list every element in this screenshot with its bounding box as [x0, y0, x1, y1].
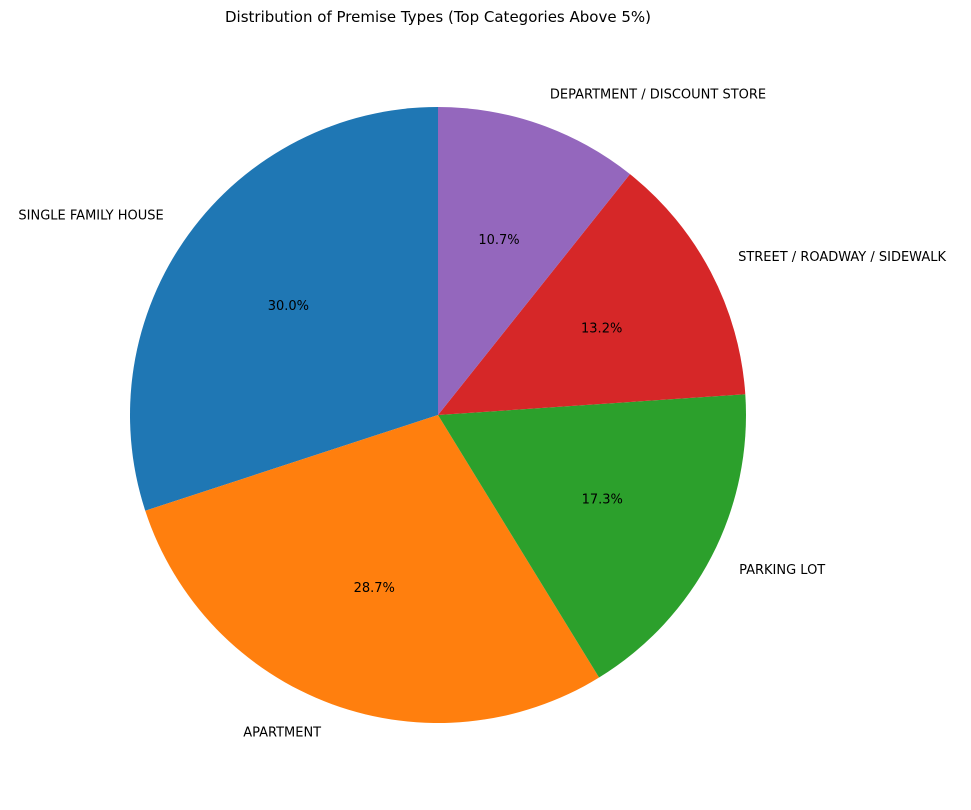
category-label-street-roadway-sidewalk: STREET / ROADWAY / SIDEWALK — [738, 250, 946, 265]
pct-label-apartment: 28.7% — [354, 581, 395, 596]
pct-label-single-family-house: 30.0% — [268, 299, 309, 314]
pie-slice-department-discount-store — [438, 107, 630, 415]
chart-title: Distribution of Premise Types (Top Categ… — [225, 8, 651, 26]
pie-slices — [129, 107, 746, 723]
pie-slice-street-roadway-sidewalk — [438, 174, 746, 415]
pct-label-parking-lot: 17.3% — [582, 492, 623, 507]
category-label-single-family-house: SINGLE FAMILY HOUSE — [18, 209, 163, 224]
category-label-apartment: APARTMENT — [243, 726, 321, 741]
pct-label-department-discount-store: 10.7% — [478, 233, 519, 248]
category-labels: SINGLE FAMILY HOUSE APARTMENT PARKING LOT S… — [18, 88, 946, 741]
category-label-department-discount-store: DEPARTMENT / DISCOUNT STORE — [550, 88, 766, 103]
percentage-labels: 30.0% 28.7% 17.3% 13.2% 10.7% — [268, 233, 623, 596]
pie-slice-apartment — [145, 415, 600, 723]
pie-slice-single-family-house — [129, 107, 438, 511]
category-label-parking-lot: PARKING LOT — [739, 563, 825, 578]
pie-slice-parking-lot — [438, 394, 746, 678]
pct-label-street-roadway-sidewalk: 13.2% — [581, 322, 622, 337]
